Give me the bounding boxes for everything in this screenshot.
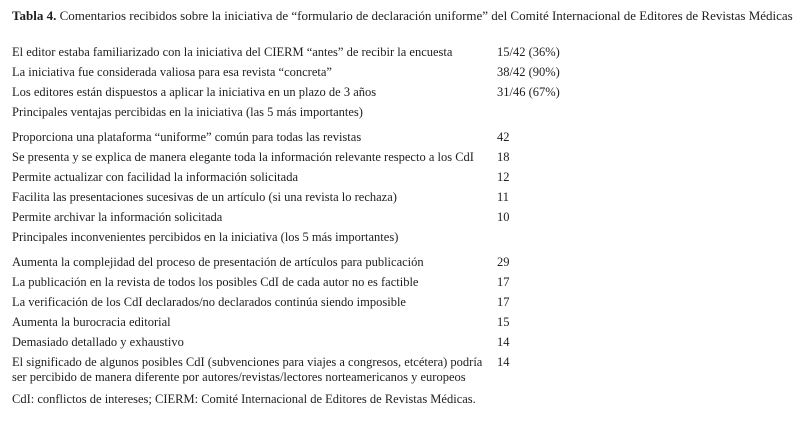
row-value: 12: [497, 170, 510, 184]
section-header-row: Principales inconvenientes percibidos en…: [12, 230, 802, 245]
table-row: La verificación de los CdI declarados/no…: [12, 295, 802, 310]
table-row: La iniciativa fue considerada valiosa pa…: [12, 65, 802, 80]
row-value: 31/46 (67%): [497, 85, 560, 99]
row-value: 15: [497, 315, 510, 329]
table-row: Permite archivar la información solicita…: [12, 210, 802, 225]
table-row: Se presenta y se explica de manera elega…: [12, 150, 802, 165]
row-value: 18: [497, 150, 510, 164]
row-label: Permite archivar la información solicita…: [12, 210, 223, 224]
row-label: Facilita las presentaciones sucesivas de…: [12, 190, 397, 204]
row-label: Aumenta la complejidad del proceso de pr…: [12, 255, 424, 269]
table-caption: Comentarios recibidos sobre la iniciativ…: [56, 8, 793, 23]
row-label: La iniciativa fue considerada valiosa pa…: [12, 65, 332, 79]
section-header-label: Principales inconvenientes percibidos en…: [12, 230, 399, 244]
table-footnote: CdI: conflictos de intereses; CIERM: Com…: [12, 392, 476, 406]
row-label: Aumenta la burocracia editorial: [12, 315, 171, 329]
row-label: La verificación de los CdI declarados/no…: [12, 295, 406, 309]
table-body: El editor estaba familiarizado con la in…: [12, 45, 802, 385]
table-number: Tabla 4.: [12, 8, 57, 23]
row-value: 14: [497, 335, 510, 349]
row-value: 14: [497, 355, 510, 369]
table-row: Aumenta la complejidad del proceso de pr…: [12, 255, 802, 270]
table-row: Proporciona una plataforma “uniforme” co…: [12, 130, 802, 145]
row-label: Permite actualizar con facilidad la info…: [12, 170, 298, 184]
row-label: Proporciona una plataforma “uniforme” co…: [12, 130, 362, 144]
row-value: 38/42 (90%): [497, 65, 560, 79]
table-row: Los editores están dispuestos a aplicar …: [12, 85, 802, 100]
row-label: El editor estaba familiarizado con la in…: [12, 45, 453, 59]
table-row: El editor estaba familiarizado con la in…: [12, 45, 802, 60]
row-label: La publicación en la revista de todos lo…: [12, 275, 419, 289]
row-value: 17: [497, 295, 510, 309]
section-header-row: Principales ventajas percibidas en la in…: [12, 105, 802, 120]
row-label: Los editores están dispuestos a aplicar …: [12, 85, 377, 99]
row-value: 10: [497, 210, 510, 224]
section-header-label: Principales ventajas percibidas en la in…: [12, 105, 363, 119]
row-label: Se presenta y se explica de manera elega…: [12, 150, 474, 164]
table-title: Tabla 4. Comentarios recibidos sobre la …: [12, 8, 802, 24]
row-value: 11: [497, 190, 510, 204]
table-row: Aumenta la burocracia editorial 15: [12, 315, 802, 330]
row-label: Demasiado detallado y exhaustivo: [12, 335, 184, 349]
row-value: 17: [497, 275, 510, 289]
row-value: 15/42 (36%): [497, 45, 560, 59]
table-row: La publicación en la revista de todos lo…: [12, 275, 802, 290]
row-value: 42: [497, 130, 510, 144]
table-row: Facilita las presentaciones sucesivas de…: [12, 190, 802, 205]
row-value: 29: [497, 255, 510, 269]
row-label: El significado de algunos posibles CdI (…: [12, 355, 483, 384]
table-row: El significado de algunos posibles CdI (…: [12, 355, 802, 385]
table-row: Permite actualizar con facilidad la info…: [12, 170, 802, 185]
table-row: Demasiado detallado y exhaustivo 14: [12, 335, 802, 350]
